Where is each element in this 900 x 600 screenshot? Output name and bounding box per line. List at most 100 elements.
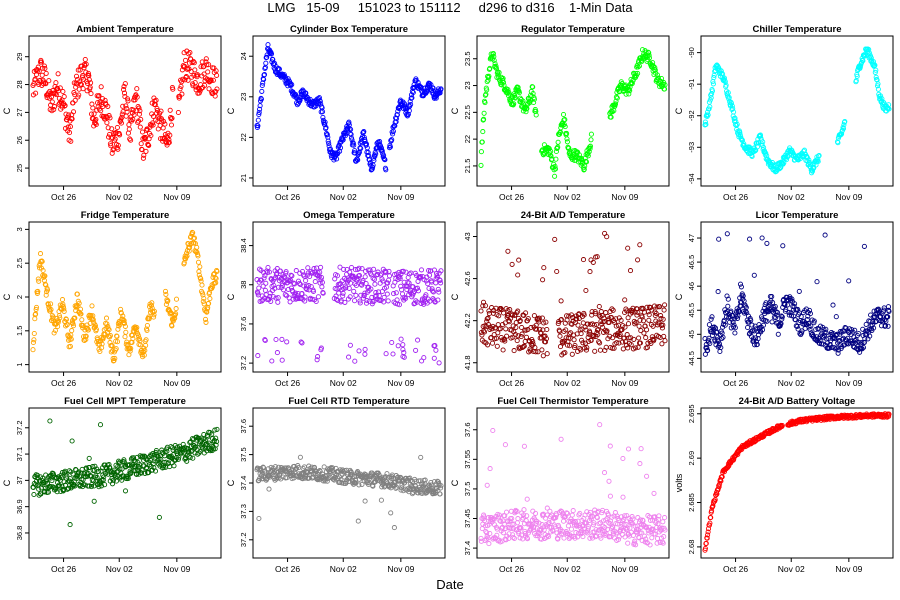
- data-point: [390, 131, 396, 137]
- y-tick-label: 37.4: [239, 476, 248, 491]
- data-point: [661, 534, 667, 540]
- data-point: [760, 322, 766, 328]
- data-point: [359, 282, 365, 288]
- data-point: [798, 314, 804, 320]
- data-point: [600, 324, 606, 330]
- data-point: [59, 297, 66, 303]
- x-tick-label: Nov 09: [387, 378, 414, 388]
- data-point: [562, 350, 568, 356]
- y-tick-label: 2.5: [15, 258, 24, 268]
- data-point: [550, 528, 556, 534]
- data-point: [356, 272, 363, 279]
- data-point: [204, 62, 210, 68]
- data-point: [320, 114, 326, 120]
- data-point: [533, 112, 539, 118]
- data-point: [209, 431, 215, 437]
- data-point: [636, 535, 642, 541]
- data-point: [882, 323, 888, 329]
- data-point: [42, 489, 48, 495]
- data-point: [325, 138, 331, 144]
- data-point: [716, 484, 722, 490]
- data-point: [872, 69, 878, 75]
- data-points: [30, 418, 220, 528]
- data-point: [591, 322, 597, 328]
- data-point: [816, 153, 822, 159]
- data-point: [291, 280, 297, 286]
- data-point: [191, 443, 197, 449]
- data-point: [340, 293, 346, 299]
- data-point: [70, 321, 76, 327]
- data-point: [270, 294, 276, 300]
- data-point: [510, 526, 517, 532]
- outlier-point: [759, 235, 765, 241]
- data-point: [349, 137, 355, 143]
- data-point: [583, 520, 589, 526]
- outlier-point: [299, 340, 305, 346]
- data-point: [110, 358, 117, 364]
- data-point: [120, 103, 126, 109]
- data-point: [187, 455, 193, 461]
- data-point: [195, 259, 202, 265]
- y-tick-label: 36.8: [15, 526, 24, 541]
- data-point: [823, 326, 829, 332]
- data-point: [859, 346, 865, 352]
- data-point: [781, 160, 787, 166]
- data-point: [609, 109, 615, 115]
- data-point: [360, 278, 366, 284]
- outlier-point: [37, 491, 43, 497]
- data-point: [481, 110, 487, 116]
- data-point: [60, 304, 66, 310]
- data-point: [707, 340, 713, 346]
- x-tick-label: Nov 02: [778, 378, 805, 388]
- data-point: [497, 326, 503, 332]
- data-point: [539, 536, 545, 542]
- data-point: [597, 340, 603, 346]
- data-point: [373, 290, 379, 296]
- data-point: [115, 142, 121, 148]
- y-tick-label: 37.6: [239, 419, 248, 434]
- data-point: [835, 350, 841, 356]
- data-point: [186, 51, 192, 57]
- data-point: [729, 316, 735, 322]
- data-point: [213, 89, 219, 95]
- data-point: [138, 141, 144, 147]
- data-point: [82, 56, 88, 63]
- data-point: [109, 343, 115, 349]
- data-point: [199, 282, 205, 288]
- panel-24-bit-a-d-battery-voltage: 24-Bit A/D Battery Voltagevolts2.682.685…: [674, 396, 894, 574]
- data-point: [118, 310, 124, 316]
- data-point: [480, 303, 486, 309]
- data-point: [170, 318, 176, 324]
- x-tick-label: Nov 09: [611, 378, 638, 388]
- y-tick-label: 37.5: [239, 447, 248, 462]
- data-point: [478, 535, 484, 541]
- data-point: [707, 104, 713, 110]
- data-point: [601, 531, 607, 537]
- data-point: [584, 345, 590, 351]
- data-point: [732, 122, 738, 128]
- data-point: [875, 81, 881, 87]
- page-title: LMG 15-09 151023 to 151112 d296 to d316 …: [267, 0, 633, 15]
- x-tick-label: Oct 26: [499, 378, 524, 388]
- data-point: [705, 529, 711, 535]
- data-point: [169, 323, 175, 329]
- panel-title: Fuel Cell Thermistor Temperature: [497, 396, 648, 407]
- x-tick-label: Nov 09: [835, 192, 862, 202]
- data-point: [593, 321, 600, 328]
- data-point: [168, 122, 175, 128]
- data-point: [553, 156, 559, 162]
- data-point: [306, 463, 312, 469]
- data-point: [715, 344, 721, 350]
- data-point: [99, 341, 105, 347]
- data-point: [82, 62, 88, 69]
- data-point: [786, 310, 792, 316]
- data-point: [510, 334, 516, 340]
- data-point: [722, 322, 728, 328]
- data-point: [658, 313, 664, 319]
- outlier-point: [431, 343, 437, 349]
- data-point: [562, 117, 568, 123]
- y-axis-label: C: [674, 107, 684, 114]
- data-point: [823, 330, 829, 336]
- data-point: [348, 264, 355, 271]
- data-point: [660, 519, 666, 525]
